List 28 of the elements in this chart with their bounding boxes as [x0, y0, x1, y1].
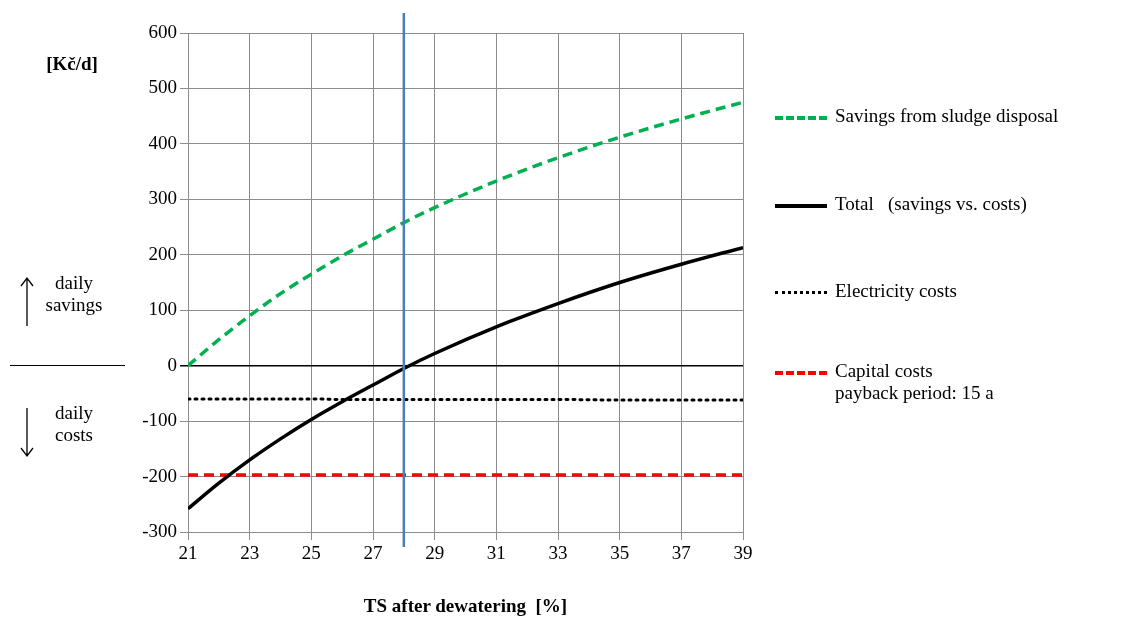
- x-tick-label: 37: [671, 542, 691, 564]
- y-tick-label: -300: [142, 519, 177, 541]
- x-tick-label: 21: [178, 542, 198, 564]
- y-axis-title: [Kč/d]: [46, 53, 98, 74]
- legend-label: Savings from sludge disposal: [835, 105, 1059, 127]
- x-tick-label: 35: [610, 542, 630, 564]
- x-tick-label: 25: [301, 542, 321, 564]
- text: daily costs: [54, 402, 94, 446]
- x-tick-label: 31: [486, 542, 506, 564]
- y-tick-label: 200: [148, 242, 177, 264]
- y-tick-label: -200: [142, 464, 177, 486]
- y-tick-label: 100: [148, 298, 177, 320]
- legend-label: Total (savings vs. costs): [835, 193, 1027, 215]
- text: daily savings: [44, 272, 104, 316]
- x-tick-label: 29: [425, 542, 445, 564]
- y-tick-label: 300: [148, 187, 177, 209]
- y-tick-label: 400: [148, 131, 177, 153]
- y-tick-label: 600: [148, 20, 177, 42]
- legend-label: Electricity costs: [835, 280, 957, 302]
- y-tick-label: -100: [142, 409, 177, 431]
- x-tick-label: 27: [363, 542, 383, 564]
- y-tick-label: 0: [167, 353, 177, 375]
- legend-label: Capital costs payback period: 15 a: [835, 360, 994, 404]
- y-tick-label: 500: [148, 76, 177, 98]
- x-tick-label: 23: [240, 542, 260, 564]
- x-tick-label: 39: [733, 542, 753, 564]
- x-tick-label: 33: [548, 542, 568, 564]
- x-axis-title: TS after dewatering [%]: [363, 594, 568, 616]
